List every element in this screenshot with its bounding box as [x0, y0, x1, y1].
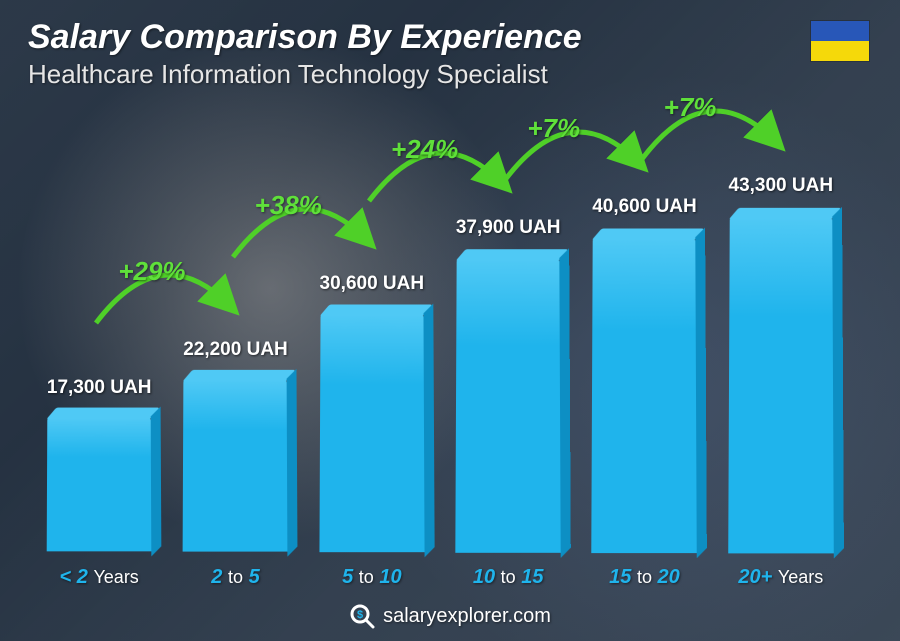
footer: $ salaryexplorer.com [0, 603, 900, 629]
x-axis-labels: < 2 Years 2 to 5 5 to 10 10 to 15 15 to 20 20… [40, 566, 840, 589]
chart-column: 43,300 UAH +7% [722, 120, 840, 551]
bar-value-label: 37,900 UAH [456, 217, 561, 239]
x-axis-category: 20+ Years [722, 566, 840, 589]
salary-bar [319, 315, 424, 552]
logo-icon: $ [349, 603, 375, 629]
salary-bar [592, 238, 698, 553]
header: Salary Comparison By Experience Healthca… [28, 18, 872, 90]
percent-increase-label: +38% [255, 190, 322, 221]
chart-column: 17,300 UAH [40, 120, 158, 551]
page-subtitle: Healthcare Information Technology Specia… [28, 59, 872, 90]
chart-column: 40,600 UAH +7% [585, 120, 703, 551]
footer-text: salaryexplorer.com [383, 605, 551, 628]
flag-bottom-stripe [811, 41, 869, 61]
page-title: Salary Comparison By Experience [28, 18, 872, 57]
bar-value-label: 40,600 UAH [592, 196, 697, 218]
x-axis-category: 15 to 20 [585, 566, 703, 589]
salary-bar-chart: 17,300 UAH22,200 UAH +29%30,600 UAH +38%… [40, 120, 840, 551]
salary-bar [455, 259, 560, 553]
salary-bar [47, 417, 152, 551]
chart-column: 37,900 UAH +24% [449, 120, 567, 551]
percent-increase-label: +7% [527, 113, 580, 144]
chart-column: 30,600 UAH +38% [313, 120, 431, 551]
bar-value-label: 30,600 UAH [320, 273, 425, 295]
bar-value-label: 22,200 UAH [183, 339, 288, 361]
salary-bar [728, 217, 834, 553]
salary-bar [183, 379, 288, 551]
x-axis-category: < 2 Years [40, 566, 158, 589]
x-axis-category: 5 to 10 [313, 566, 431, 589]
bar-value-label: 43,300 UAH [729, 175, 834, 197]
country-flag-icon [810, 20, 870, 62]
percent-increase-label: +24% [391, 134, 458, 165]
chart-column: 22,200 UAH +29% [176, 120, 294, 551]
percent-increase-label: +29% [118, 256, 185, 287]
x-axis-category: 10 to 15 [449, 566, 567, 589]
flag-top-stripe [811, 21, 869, 41]
bar-value-label: 17,300 UAH [47, 377, 152, 399]
x-axis-category: 2 to 5 [176, 566, 294, 589]
svg-text:$: $ [357, 609, 363, 621]
percent-increase-label: +7% [664, 92, 717, 123]
